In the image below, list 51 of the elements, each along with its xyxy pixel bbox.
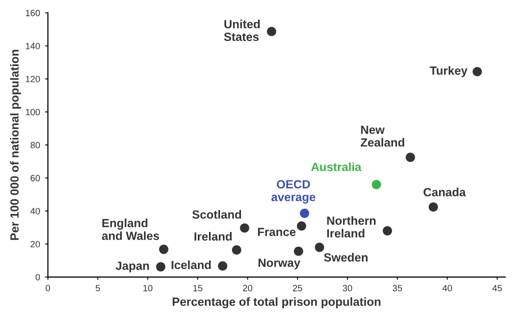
annotation: Canada	[424, 188, 466, 196]
annotation: Norway	[258, 258, 300, 270]
y-tick-label: 80	[30, 142, 40, 148]
point	[156, 262, 166, 272]
annotation: New Zealand	[360, 126, 404, 147]
annotation: England and Wales	[102, 218, 160, 240]
x-axis-title: Percentage of total prison population	[172, 297, 380, 308]
x-tick-label: 25	[292, 284, 302, 292]
point	[266, 26, 276, 36]
point	[218, 261, 228, 271]
annotation: Northern Ireland	[327, 216, 376, 238]
x-tick-label: 0	[46, 284, 50, 292]
y-tick-label: 0	[36, 274, 40, 280]
point	[294, 246, 304, 256]
series-label: OECD average	[271, 180, 316, 204]
point	[240, 223, 250, 233]
point	[314, 242, 324, 252]
annotation: Scotland	[192, 210, 242, 219]
point	[300, 208, 310, 218]
annotation: Sweden	[324, 252, 368, 262]
annotation: France	[258, 228, 296, 236]
annotation: Ireland	[194, 232, 232, 241]
y-tick-label: 140	[26, 42, 40, 50]
y-tick-label: 160	[26, 10, 40, 16]
x-tick-label: 35	[392, 284, 402, 292]
point	[159, 244, 168, 254]
point	[372, 180, 382, 190]
annotation: Japan	[116, 262, 149, 272]
point	[382, 226, 392, 236]
point	[406, 152, 416, 162]
series-label: Australia	[311, 162, 362, 172]
x-tick-label: 30	[342, 284, 352, 292]
y-tick-label: 60	[30, 174, 40, 182]
x-tick-label: 15	[193, 284, 202, 292]
annotation: United States	[224, 20, 260, 42]
point	[232, 245, 242, 255]
x-tick-label: 40	[442, 284, 452, 292]
x-tick-label: 20	[243, 284, 252, 292]
x-tick-label: 45	[492, 284, 502, 292]
x-tick-label: 10	[143, 284, 152, 292]
x-tick-label: 5	[96, 284, 100, 292]
annotation: Turkey	[430, 66, 468, 78]
y-tick-label: 40	[30, 208, 40, 214]
point	[296, 221, 306, 231]
y-tick-label: 100	[26, 108, 40, 116]
y-tick-label: 20	[30, 240, 40, 248]
y-tick-label: 120	[26, 76, 40, 82]
annotation: Iceland	[172, 260, 211, 270]
y-axis-title: Per 100 000 of national population	[10, 50, 22, 240]
point	[472, 66, 482, 76]
point	[428, 202, 438, 212]
